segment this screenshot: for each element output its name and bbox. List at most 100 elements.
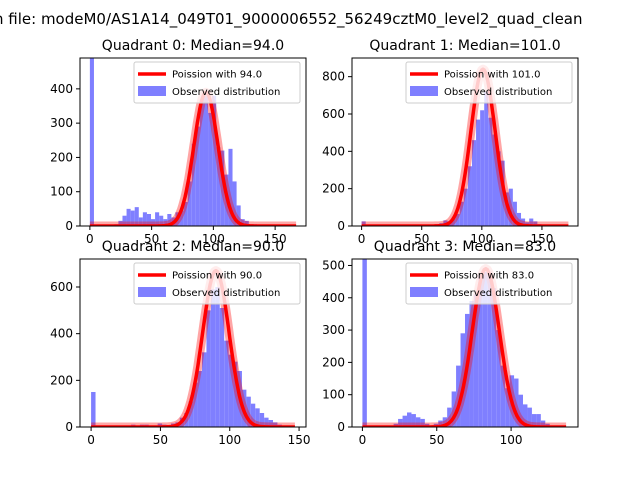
observed-bar — [206, 310, 211, 427]
observed-bar — [451, 391, 457, 427]
observed-bar — [361, 221, 366, 226]
observed-bar — [130, 210, 135, 226]
quadrant-3-panel: 0 50 100 0 100 200 300 400 500 Poission with 83.0… — [322, 239, 579, 447]
observed-bar — [134, 207, 139, 226]
legend-poisson-label: Poission with 101.0 — [444, 70, 540, 81]
y-tick-label: 200 — [322, 182, 345, 196]
observed-bar — [122, 215, 127, 226]
observed-bar — [89, 58, 94, 226]
legend-observed-label: Observed distribution — [172, 87, 280, 98]
observed-bar — [455, 213, 460, 226]
panel-title: Quadrant 1: Median=101.0 — [369, 38, 560, 54]
y-tick-label: 400 — [50, 82, 73, 96]
observed-bar — [91, 392, 96, 427]
axes-frame — [79, 57, 307, 227]
legend-observed-swatch — [410, 287, 438, 297]
x-tick-label: 0 — [358, 232, 366, 246]
x-tick-label: 50 — [153, 433, 168, 447]
legend-poisson-label: Poission with 83.0 — [444, 271, 534, 282]
x-tick-label: 100 — [202, 232, 225, 246]
plot-marks — [358, 64, 572, 226]
y-tick-label: 600 — [322, 107, 345, 121]
observed-bar — [473, 294, 479, 427]
x-tick-label: 0 — [87, 433, 95, 447]
observed-bar — [228, 354, 234, 427]
observed-bar — [146, 214, 152, 226]
x-tick-label: 0 — [359, 433, 367, 447]
y-tick-label: 400 — [50, 327, 73, 341]
observed-bar — [521, 218, 526, 226]
observed-bar — [244, 220, 249, 226]
legend-observed-label: Observed distribution — [444, 288, 552, 299]
x-tick-label: 50 — [144, 232, 159, 246]
x-tick-label: 100 — [218, 433, 241, 447]
observed-bar — [529, 218, 534, 226]
observed-bar — [484, 91, 489, 226]
observed-bar — [402, 415, 408, 427]
y-tick-label: 300 — [50, 116, 73, 130]
observed-bar — [451, 217, 456, 226]
y-tick-label: 0 — [65, 420, 73, 434]
axes-frame — [351, 258, 579, 428]
observed-bar — [268, 420, 274, 427]
quadrant-2-panel: 0 50 100 150 0 200 400 600 Poission with 90.0 Obs… — [50, 239, 310, 447]
observed-bar — [536, 414, 541, 427]
plot-marks — [359, 259, 570, 427]
y-tick-label: 0 — [337, 420, 345, 434]
observed-bar — [240, 219, 245, 226]
observed-bar — [512, 201, 517, 226]
observed-bar — [250, 403, 256, 427]
observed-bar — [202, 352, 207, 427]
panel-title: Quadrant 0: Median=94.0 — [102, 38, 284, 54]
observed-bar — [478, 275, 483, 427]
observed-bar — [142, 212, 147, 226]
legend: Poission with 101.0 Observed distribution — [405, 61, 573, 104]
observed-bar — [362, 259, 367, 427]
observed-bar — [531, 414, 537, 427]
axes-frame — [351, 57, 579, 227]
observed-bar — [151, 219, 156, 226]
y-tick-label: 0 — [337, 219, 345, 233]
poisson-line — [361, 67, 569, 226]
axes-frame — [79, 258, 307, 428]
observed-bar — [232, 181, 237, 226]
panels: 0 50 100 150 0 100 200 300 400 Poission with 94.0… — [50, 38, 579, 447]
observed-bar — [471, 140, 477, 226]
observed-bar — [215, 287, 220, 427]
observed-bar — [195, 126, 200, 226]
observed-bar — [442, 417, 448, 427]
legend-observed-swatch — [138, 287, 166, 297]
poisson-line-halo — [86, 87, 300, 226]
observed-bar — [407, 412, 412, 427]
panel-title: Quadrant 3: Median=83.0 — [374, 239, 556, 255]
observed-bar — [447, 407, 452, 427]
observed-bar — [273, 422, 278, 427]
observed-bar — [533, 221, 538, 226]
observed-bar — [236, 205, 241, 226]
observed-bar — [505, 388, 510, 427]
observed-bar — [126, 208, 131, 226]
y-tick-label: 600 — [50, 280, 73, 294]
observed-bar — [527, 407, 532, 427]
observed-bar — [492, 134, 497, 226]
panel-title: Quadrant 2: Median=90.0 — [102, 239, 284, 255]
observed-bar — [438, 420, 443, 427]
quadrant-0-panel: 0 50 100 150 0 100 200 300 400 Poission with 94.0… — [50, 38, 307, 246]
observed-bar — [514, 378, 519, 427]
observed-bar — [233, 361, 238, 427]
legend-observed-swatch — [138, 86, 166, 96]
y-tick-label: 100 — [50, 185, 73, 199]
observed-bar — [220, 150, 225, 226]
observed-bar — [488, 117, 493, 226]
y-tick-label: 400 — [322, 144, 345, 158]
observed-bar — [463, 188, 468, 226]
observed-bar — [138, 217, 143, 226]
legend-box — [405, 61, 573, 104]
observed-bar — [540, 420, 546, 427]
legend: Poission with 90.0 Observed distribution — [133, 262, 301, 305]
observed-bar — [219, 308, 225, 427]
observed-bar — [496, 330, 501, 427]
legend-box — [133, 61, 301, 104]
observed-bar — [167, 214, 172, 226]
